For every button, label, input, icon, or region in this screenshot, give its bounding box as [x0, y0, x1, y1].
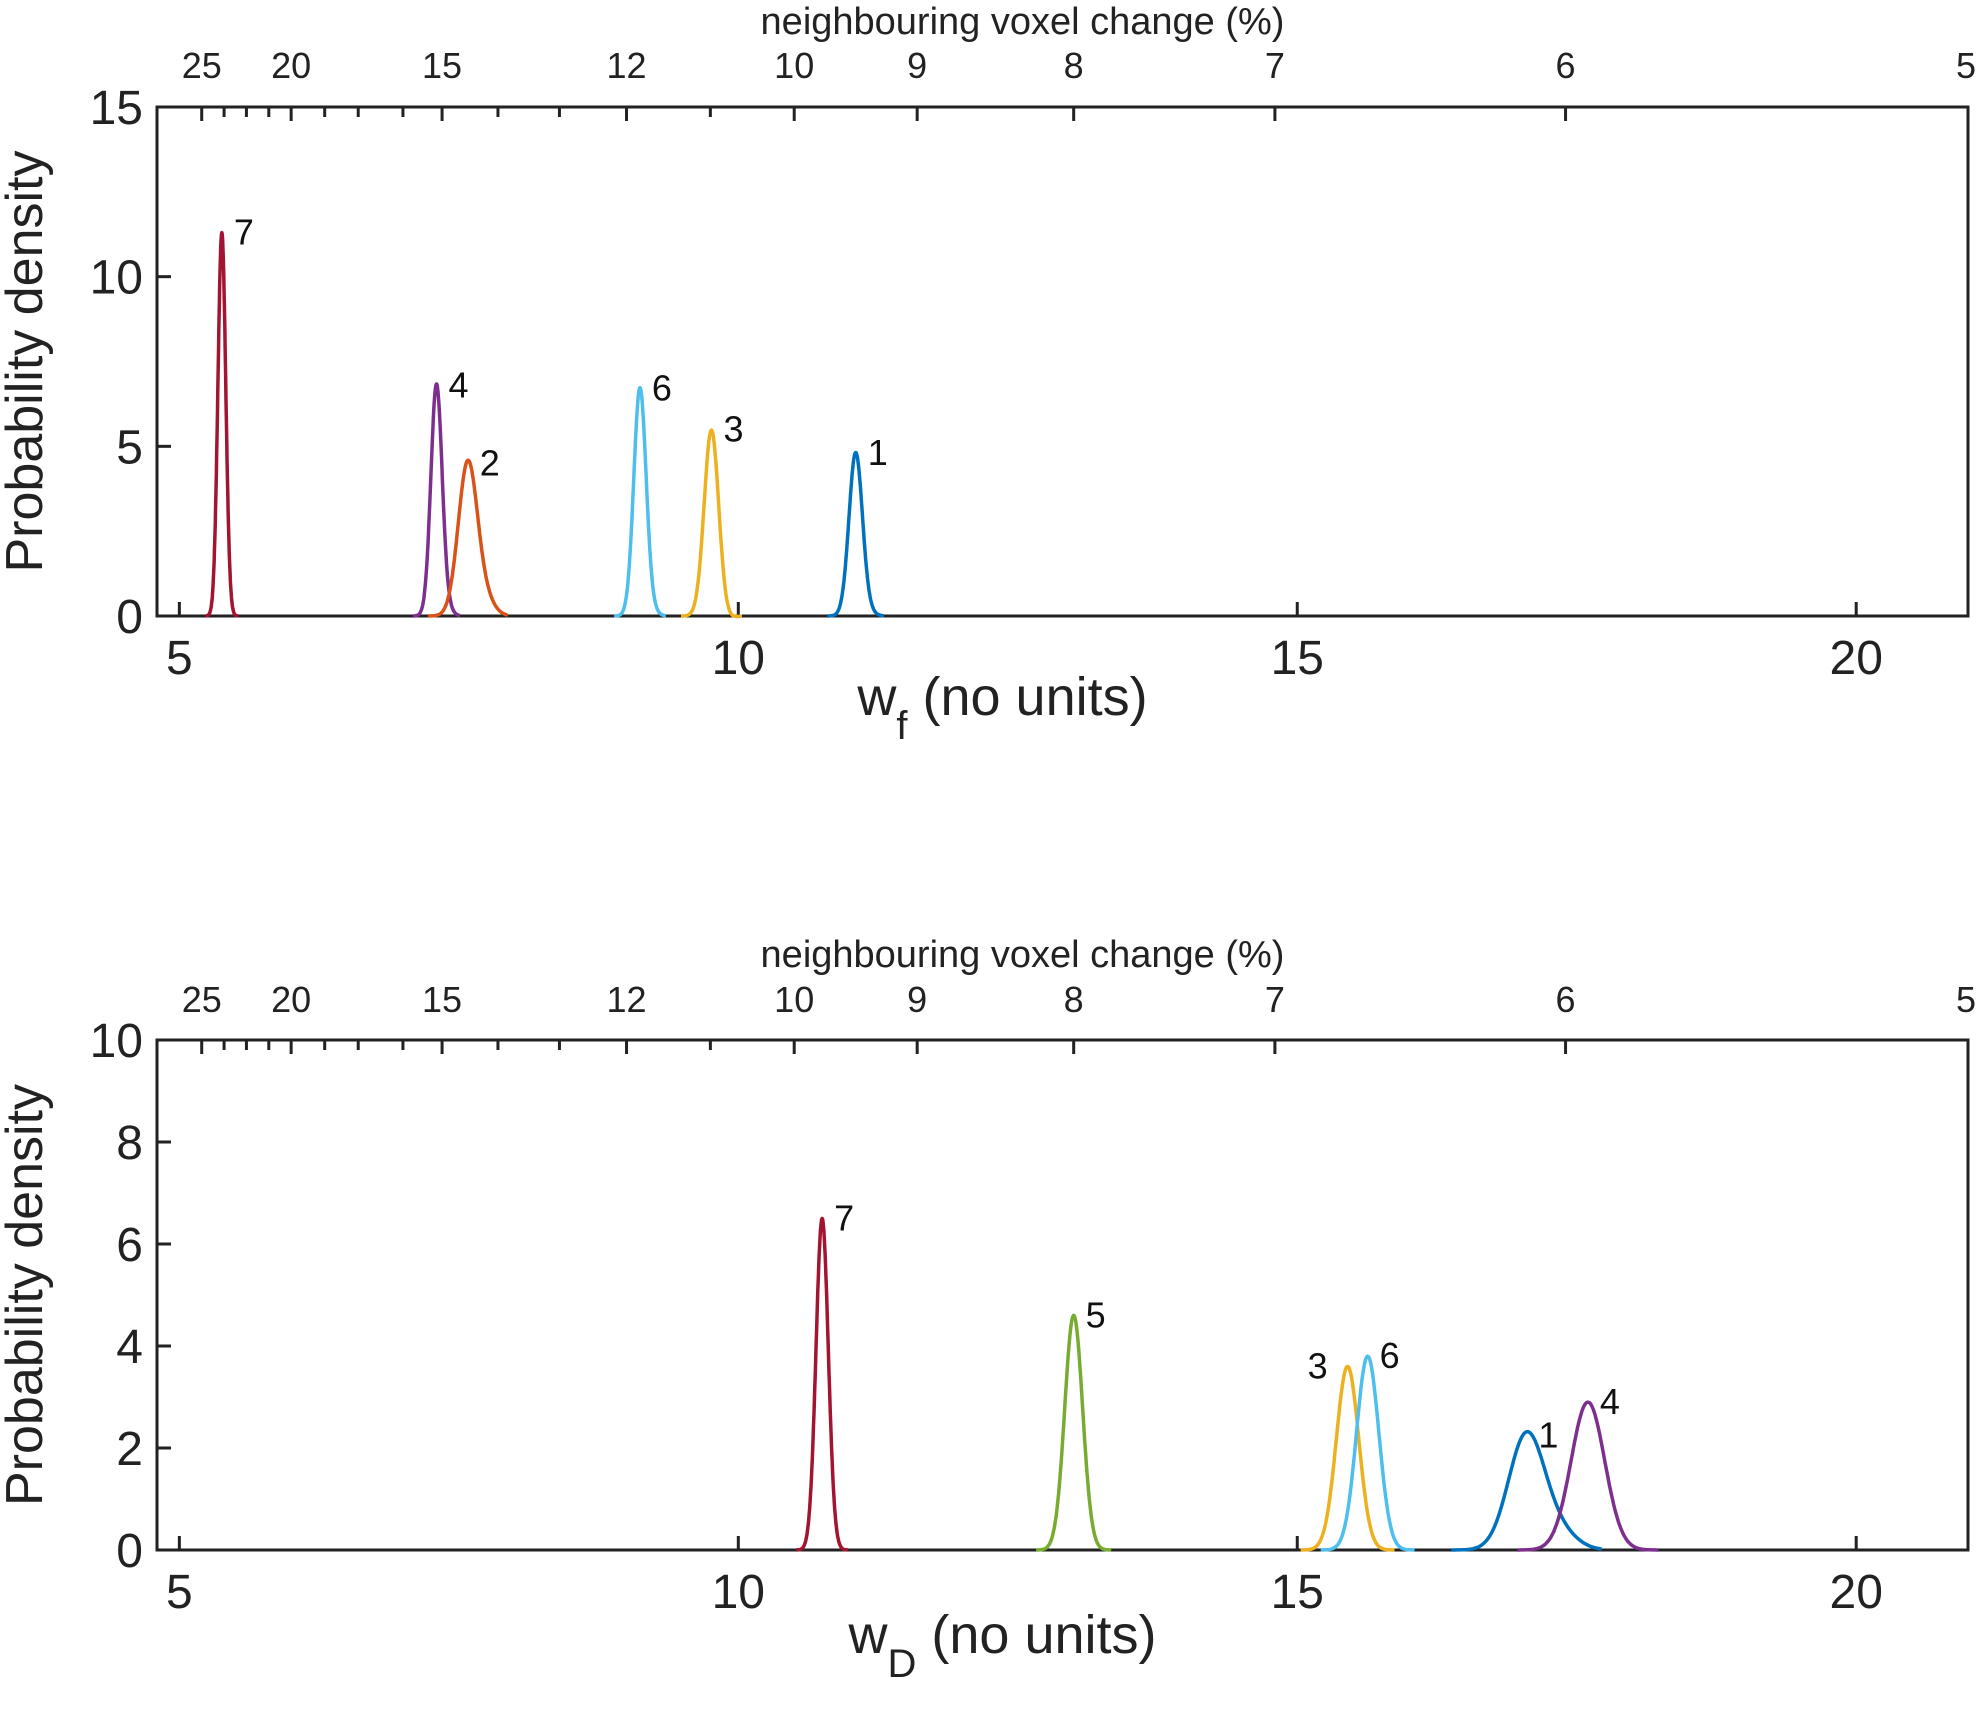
y-tick-label: 6: [116, 1219, 143, 1272]
axes-frame: [155, 1038, 1970, 1552]
top-tick-label: 12: [606, 979, 646, 1020]
x-axis-label-suffix: (no units): [916, 1605, 1156, 1665]
y-axis-label: Probability density: [0, 151, 54, 573]
series-label-1: 1: [868, 432, 888, 473]
y-tick-label: 5: [116, 421, 143, 474]
x-tick-label: 15: [1271, 1566, 1324, 1619]
top-tick-label: 20: [271, 45, 311, 86]
x-tick-label: 15: [1271, 632, 1324, 685]
top-axis-label: neighbouring voxel change (%): [761, 1, 1285, 43]
series-curve-3: [1299, 1364, 1396, 1552]
series-label-4: 4: [448, 364, 468, 405]
top-tick-label: 25: [182, 979, 222, 1020]
series-label-3: 3: [723, 408, 743, 449]
series-curve-3: [679, 428, 744, 619]
series-curve-4: [1516, 1400, 1659, 1552]
series-curve-7: [795, 1216, 850, 1552]
y-tick-label: 15: [90, 82, 143, 135]
series-curve-7: [203, 230, 240, 618]
series-curve-1: [1450, 1429, 1603, 1552]
series-curve-2: [426, 458, 509, 618]
top-tick-label: 20: [271, 979, 311, 1020]
series-label-7: 7: [234, 212, 254, 253]
top-tick-label: 10: [774, 979, 814, 1020]
x-tick-label: 5: [166, 1566, 193, 1619]
top-tick-label: 6: [1556, 979, 1576, 1020]
top-tick-label: 25: [182, 45, 222, 86]
y-tick-label: 10: [90, 1015, 143, 1068]
top-axis-label: neighbouring voxel change (%): [761, 934, 1285, 976]
top-tick-label: 9: [907, 979, 927, 1020]
series-label-2: 2: [480, 442, 500, 483]
series-label-7: 7: [834, 1198, 854, 1239]
y-tick-label: 4: [116, 1321, 143, 1374]
x-axis-label-main: w: [856, 667, 897, 727]
x-axis-label: wD (no units): [848, 1605, 1157, 1686]
series-curve-5: [1034, 1313, 1113, 1552]
x-tick-label: 20: [1830, 632, 1883, 685]
x-tick-label: 20: [1830, 1566, 1883, 1619]
x-axis-label-main: w: [848, 1605, 889, 1665]
y-tick-label: 10: [90, 252, 143, 305]
series-label-4: 4: [1600, 1381, 1620, 1422]
y-axis-label: Probability density: [0, 1084, 54, 1506]
top-tick-label: 15: [422, 979, 462, 1020]
series-label-6: 6: [652, 368, 672, 409]
y-tick-label: 2: [116, 1423, 143, 1476]
top-tick-label: 7: [1265, 979, 1285, 1020]
y-tick-label: 0: [116, 1525, 143, 1578]
x-tick-label: 5: [166, 632, 193, 685]
x-axis-label-subscript: f: [896, 704, 908, 748]
top-tick-label: 8: [1064, 45, 1084, 86]
top-tick-label: 15: [422, 45, 462, 86]
top-tick-label: 5: [1956, 45, 1976, 86]
series-label-5: 5: [1086, 1294, 1106, 1335]
series-curve-1: [826, 450, 886, 618]
top-tick-label: 7: [1265, 45, 1285, 86]
y-tick-label: 8: [116, 1117, 143, 1170]
top-tick-label: 9: [907, 45, 927, 86]
series-label-1: 1: [1538, 1414, 1558, 1455]
x-axis-label: wf (no units): [856, 667, 1147, 748]
x-axis-label-suffix: (no units): [908, 667, 1148, 727]
y-tick-label: 0: [116, 591, 143, 644]
series-label-3: 3: [1308, 1345, 1328, 1386]
top-tick-label: 5: [1956, 979, 1976, 1020]
series-curve-6: [1319, 1354, 1416, 1552]
series-curve-4: [411, 382, 462, 618]
top-tick-label: 8: [1064, 979, 1084, 1020]
x-tick-label: 10: [712, 632, 765, 685]
x-axis-label-subscript: D: [888, 1642, 917, 1686]
series-label-6: 6: [1380, 1335, 1400, 1376]
top-tick-label: 10: [774, 45, 814, 86]
axes-frame: [155, 105, 1970, 618]
top-tick-label: 12: [606, 45, 646, 86]
top-tick-label: 6: [1556, 45, 1576, 86]
x-tick-label: 10: [712, 1566, 765, 1619]
series-curve-6: [612, 385, 668, 618]
